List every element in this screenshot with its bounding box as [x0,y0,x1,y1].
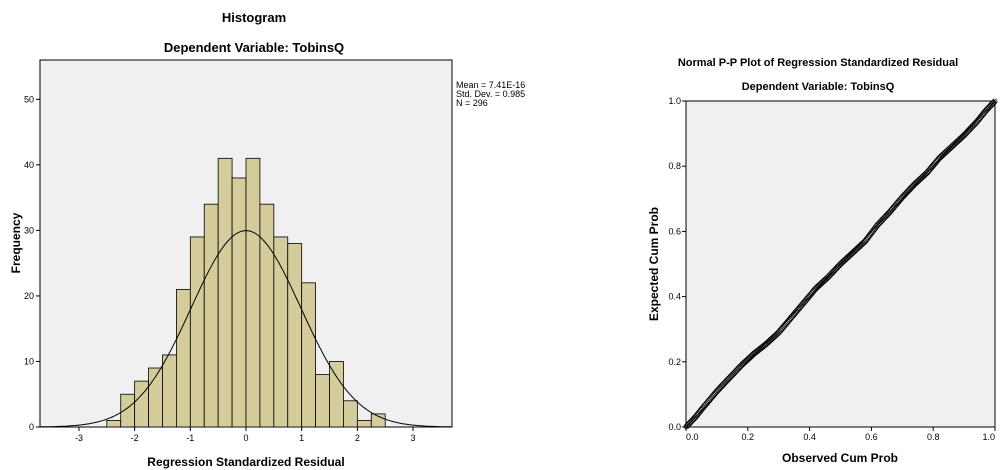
histogram-y-ticks: 0 10 20 30 40 50 [24,94,40,432]
histogram-y-tick-label: 40 [24,160,34,170]
histogram-x-tick-label: 1 [299,433,304,443]
pp-x-tick-label: 0.0 [686,432,699,442]
pp-x-tick-label: 0.2 [742,432,755,442]
histogram-bar [162,355,176,427]
histogram-bar [330,361,344,427]
histogram-bar [218,158,232,427]
histogram-x-tick-label: -2 [131,433,139,443]
pp-y-tick-label: 0.8 [668,161,681,171]
histogram-y-axis-label: Frequency [9,212,23,273]
histogram-chart: Histogram Dependent Variable: TobinsQ 0 1… [9,10,525,469]
histogram-bar [135,381,149,427]
histogram-bar [288,244,302,428]
pp-x-ticks: 0.0 0.2 0.4 0.6 0.8 1.0 [686,427,995,442]
histogram-bar [176,289,190,427]
histogram-y-tick-label: 30 [24,225,34,235]
pp-x-axis-label: Observed Cum Prob [782,451,898,465]
pp-x-tick-label: 0.6 [865,432,878,442]
histogram-x-tick-label: -1 [186,433,194,443]
histogram-bar [343,401,357,427]
histogram-y-tick-label: 20 [24,291,34,301]
histogram-subtitle: Dependent Variable: TobinsQ [164,40,344,55]
histogram-x-tick-label: -3 [75,433,83,443]
histogram-x-tick-label: 3 [411,433,416,443]
pp-plot-title: Normal P-P Plot of Regression Standardiz… [678,57,958,69]
histogram-bar [121,394,135,427]
pp-y-tick-label: 0.0 [668,422,681,432]
histogram-title: Histogram [222,10,286,25]
pp-x-tick-label: 1.0 [982,432,995,442]
pp-x-tick-label: 0.8 [927,432,940,442]
pp-y-tick-label: 0.4 [668,292,681,302]
pp-plot-chart: Normal P-P Plot of Regression Standardiz… [647,57,997,465]
pp-y-tick-label: 0.2 [668,357,681,367]
pp-y-tick-label: 1.0 [668,96,681,106]
histogram-bar [357,420,371,427]
histogram-bar [232,178,246,427]
histogram-bar [316,375,330,427]
histogram-bar [246,158,260,427]
histogram-y-tick-label: 10 [24,356,34,366]
histogram-bar [302,283,316,427]
histogram-bar [204,204,218,427]
histogram-bar [260,204,274,427]
stats-n: N = 296 [456,98,488,108]
histogram-y-tick-label: 50 [24,94,34,104]
histogram-y-tick-label: 0 [29,422,34,432]
pp-plot-subtitle: Dependent Variable: TobinsQ [742,81,895,93]
histogram-bar [107,420,121,427]
pp-y-tick-label: 0.6 [668,226,681,236]
histogram-x-axis-label: Regression Standardized Residual [147,455,344,469]
histogram-x-ticks: -3 -2 -1 0 1 2 3 [75,427,416,443]
histogram-x-tick-label: 0 [243,433,248,443]
histogram-bar [190,237,204,427]
pp-y-ticks: 0.0 0.2 0.4 0.6 0.8 1.0 [668,96,686,432]
pp-y-axis-label: Expected Cum Prob [647,207,661,321]
histogram-x-tick-label: 2 [355,433,360,443]
pp-x-tick-label: 0.4 [803,432,816,442]
